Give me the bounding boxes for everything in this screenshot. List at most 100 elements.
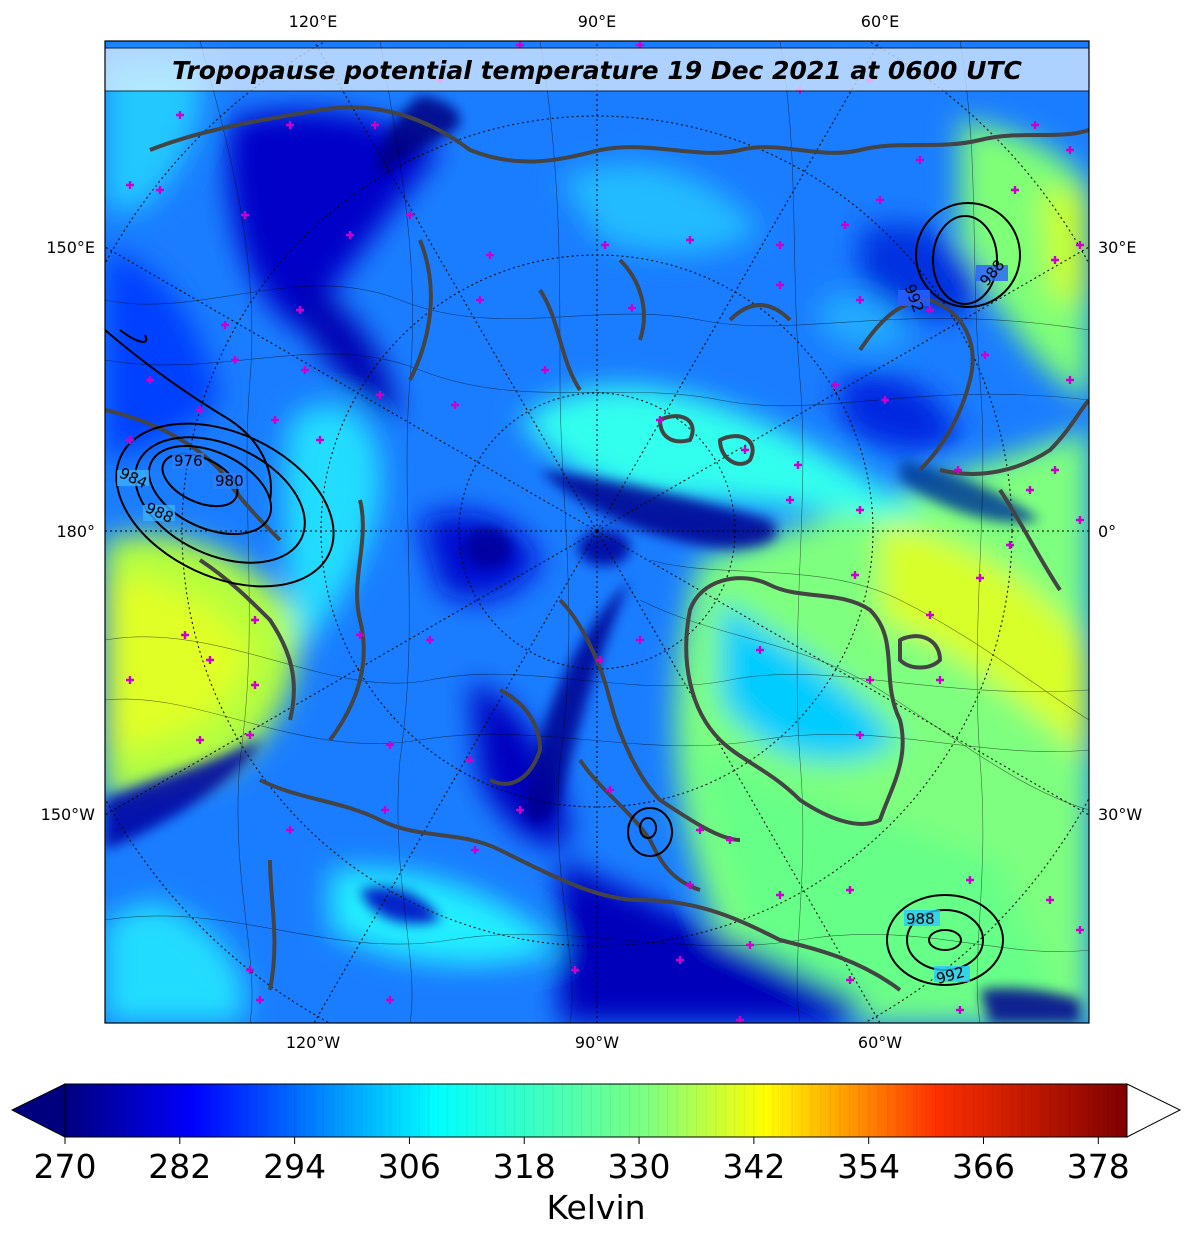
colorbar-extend-max [1126, 1083, 1182, 1138]
station-marker [746, 941, 754, 949]
colorbar-extend-min [10, 1083, 66, 1138]
station-marker [881, 396, 889, 404]
title-banner [105, 47, 1089, 92]
lon-label-90w: 90°W [575, 1033, 619, 1052]
station-marker [606, 786, 614, 794]
station-marker [636, 636, 644, 644]
station-marker [196, 736, 204, 744]
low-pressure-system-west [105, 329, 335, 588]
station-marker [676, 956, 684, 964]
tropopause-features [105, 95, 1080, 1023]
station-marker [936, 676, 944, 684]
station-marker [271, 416, 279, 424]
theta-contours [105, 41, 1089, 1023]
lon-labels-top: 120°E 90°E 60°E [289, 12, 900, 31]
lon-labels-bottom: 120°W 90°W 60°W [286, 1033, 902, 1052]
station-marker [256, 996, 264, 1004]
lon-label-60w: 60°W [858, 1033, 902, 1052]
station-marker [486, 251, 494, 259]
station-marker [206, 656, 214, 664]
colorbar-ticks: 270 282 294 306 318 330 342 354 366 378 [34, 1137, 1130, 1186]
colorbar-gradient [65, 1084, 1127, 1137]
lat-labels-left: 150°E 180° 150°W [41, 238, 96, 824]
station-marker [1026, 486, 1034, 494]
colorbar-tick-label: 342 [722, 1147, 785, 1186]
map-frame [104, 40, 1090, 1024]
graticule [105, 41, 1089, 1023]
station-marker [794, 461, 802, 469]
station-marker [916, 156, 924, 164]
station-marker [251, 616, 259, 624]
lat-label-150w: 150°W [41, 805, 96, 824]
station-marker [846, 886, 854, 894]
station-marker [156, 186, 164, 194]
lon-label-120e: 120°E [289, 12, 338, 31]
low-pressure-system-greenland [627, 807, 673, 857]
colorbar-tick-label: 354 [837, 1147, 900, 1186]
station-marker [126, 436, 134, 444]
station-marker [246, 731, 254, 739]
station-marker [1076, 516, 1084, 524]
station-marker [241, 211, 249, 219]
colorbar-tick-label: 306 [378, 1147, 441, 1186]
station-marker [696, 826, 704, 834]
isobar-label-988-southeast: 988 [906, 910, 935, 928]
station-marker [126, 676, 134, 684]
station-marker [956, 1006, 964, 1014]
colorbar-tick-label: 366 [952, 1147, 1015, 1186]
station-marker [656, 416, 664, 424]
lat-label-30e: 30°E [1098, 238, 1136, 257]
station-marker [776, 281, 784, 289]
station-marker [1066, 146, 1074, 154]
station-marker [1031, 121, 1039, 129]
lon-label-90e: 90°E [578, 12, 616, 31]
station-marker [346, 231, 354, 239]
colorbar-tick-label: 318 [493, 1147, 556, 1186]
station-marker [476, 296, 484, 304]
isobar-label-976: 976 [174, 452, 203, 470]
low-pressure-system-northeast [915, 202, 1021, 308]
station-marker [954, 466, 962, 474]
lat-label-180: 180° [56, 522, 95, 541]
station-marker [856, 296, 864, 304]
station-marker [856, 506, 864, 514]
colorbar-tick-label: 294 [263, 1147, 326, 1186]
station-marker [146, 376, 154, 384]
station-marker [1046, 896, 1054, 904]
coastlines [105, 105, 1089, 992]
colorbar-label: Kelvin [546, 1188, 645, 1227]
station-marker [1011, 186, 1019, 194]
station-marker [471, 846, 479, 854]
station-marker [601, 241, 609, 249]
colorbar: 270 282 294 306 318 330 342 354 366 378 Kelvin [10, 1083, 1182, 1227]
station-marker [856, 731, 864, 739]
station-marker [296, 306, 304, 314]
station-marker [541, 366, 549, 374]
station-marker [286, 121, 294, 129]
colorbar-bands [74, 1084, 1118, 1137]
colorbar-tick-label: 270 [34, 1147, 97, 1186]
station-marker [966, 876, 974, 884]
station-marker [466, 756, 474, 764]
station-marker [851, 571, 859, 579]
station-marker [756, 646, 764, 654]
station-marker [1066, 376, 1074, 384]
station-marker [406, 211, 414, 219]
station-marker [686, 881, 694, 889]
station-marker [196, 406, 204, 414]
station-marker [451, 401, 459, 409]
station-marker [251, 681, 259, 689]
map-panel: 976 980 984 988 988 992 988 992 Tropopau… [105, 41, 1089, 1023]
station-marker [776, 241, 784, 249]
lat-label-30w: 30°W [1098, 805, 1142, 824]
station-marker [866, 676, 874, 684]
isobar-labels: 976 980 984 988 988 992 988 992 [117, 256, 1009, 988]
station-marker [286, 826, 294, 834]
station-marker [741, 446, 749, 454]
station-marker [876, 196, 884, 204]
station-marker [1006, 541, 1014, 549]
station-marker [221, 321, 229, 329]
lon-label-60e: 60°E [861, 12, 899, 31]
station-marker [1076, 241, 1084, 249]
station-marker [301, 366, 309, 374]
